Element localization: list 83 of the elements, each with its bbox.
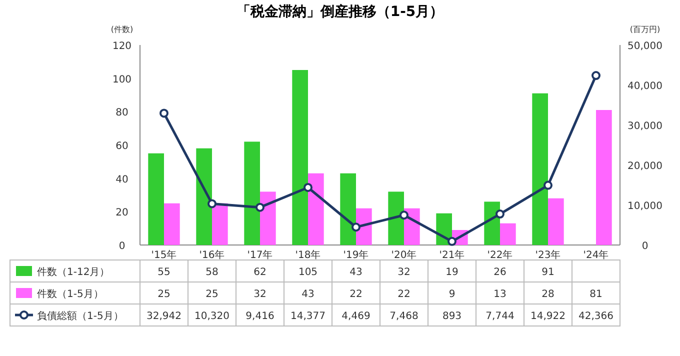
point bbox=[592, 71, 600, 80]
legend-label: 件数（1-12月） bbox=[37, 267, 110, 278]
legend-label: 負債総額（1-5月） bbox=[37, 310, 124, 322]
x-tick-label: '21年 bbox=[439, 249, 465, 261]
y-tick-label: 100 bbox=[112, 74, 132, 86]
data-label: 42,366 bbox=[578, 311, 614, 322]
data-label: 43 bbox=[350, 267, 362, 278]
data-label: 13 bbox=[494, 289, 506, 300]
bar bbox=[148, 153, 164, 245]
data-label: 10,320 bbox=[194, 311, 230, 322]
point bbox=[544, 180, 552, 190]
data-label: 91 bbox=[542, 267, 554, 278]
y2-tick-label: 20,000 bbox=[628, 161, 662, 172]
point bbox=[448, 236, 456, 246]
data-label: 25 bbox=[206, 289, 218, 300]
point bbox=[400, 210, 408, 220]
data-label: 58 bbox=[206, 267, 218, 278]
y2-tick-label: 30,000 bbox=[628, 121, 662, 132]
data-label: 62 bbox=[254, 267, 266, 278]
data-label: 893 bbox=[442, 311, 462, 322]
data-label: 32 bbox=[398, 267, 410, 278]
y2-tick-label: 50,000 bbox=[628, 41, 662, 52]
bar bbox=[212, 203, 228, 245]
y2-tick-label: 40,000 bbox=[628, 81, 662, 92]
x-tick-label: '24年 bbox=[583, 249, 609, 261]
chart-title: 「税金滞納」倒産推移（1-5月） bbox=[236, 3, 444, 20]
y2-axis-title: (百万円) bbox=[630, 25, 660, 34]
bar bbox=[388, 192, 404, 245]
data-label: 26 bbox=[494, 267, 506, 278]
y2-tick-label: 0 bbox=[642, 241, 648, 252]
bar bbox=[292, 70, 308, 245]
bar bbox=[596, 110, 612, 245]
y-tick-label: 120 bbox=[112, 41, 132, 52]
data-label: 4,469 bbox=[342, 311, 370, 322]
x-tick-label: '20年 bbox=[391, 249, 417, 261]
data-label: 14,377 bbox=[290, 311, 326, 322]
point bbox=[256, 202, 264, 212]
bar bbox=[244, 142, 260, 245]
bar bbox=[500, 223, 516, 245]
y-tick-label: 20 bbox=[116, 208, 128, 219]
data-label: 22 bbox=[350, 289, 362, 300]
data-label: 22 bbox=[398, 289, 410, 300]
point bbox=[304, 182, 312, 192]
data-label: 32 bbox=[254, 289, 266, 300]
data-label: 7,468 bbox=[390, 311, 418, 322]
y-tick-label: 80 bbox=[116, 108, 128, 119]
data-label: 25 bbox=[158, 289, 170, 300]
data-label: 14,922 bbox=[530, 311, 566, 322]
data-label: 105 bbox=[298, 267, 318, 278]
data-label: 19 bbox=[446, 267, 458, 278]
y-axis-title: (件数) bbox=[110, 25, 134, 34]
x-tick-label: '18年 bbox=[295, 249, 321, 261]
data-label: 9 bbox=[448, 289, 456, 300]
data-label: 7,744 bbox=[486, 311, 514, 322]
legend-label: 件数（1-5月） bbox=[37, 289, 104, 300]
y2-tick-label: 10,000 bbox=[628, 201, 662, 212]
bar bbox=[260, 192, 276, 245]
point bbox=[160, 108, 168, 118]
point bbox=[496, 210, 504, 219]
data-label: 55 bbox=[158, 267, 170, 278]
y-tick-label: 60 bbox=[116, 141, 128, 152]
x-tick-label: '19年 bbox=[343, 249, 369, 261]
bar bbox=[484, 202, 500, 245]
bar bbox=[196, 148, 212, 245]
bar bbox=[164, 203, 180, 245]
x-tick-label: '22年 bbox=[487, 249, 513, 261]
bar bbox=[532, 93, 548, 245]
bar bbox=[340, 173, 356, 245]
data-label: 32,942 bbox=[146, 311, 182, 322]
y-tick-label: 40 bbox=[116, 174, 128, 186]
x-tick-label: '15年 bbox=[151, 249, 177, 261]
x-tick-label: '23年 bbox=[535, 249, 561, 261]
x-tick-label: '16年 bbox=[199, 249, 225, 261]
data-label: 9,416 bbox=[246, 311, 274, 322]
bar bbox=[308, 173, 324, 245]
x-tick-label: '17年 bbox=[247, 249, 273, 261]
point bbox=[208, 199, 216, 208]
bar bbox=[548, 198, 564, 245]
data-label: 81 bbox=[590, 289, 602, 300]
data-label: 43 bbox=[302, 289, 314, 300]
y-tick-label: 0 bbox=[118, 241, 126, 252]
data-label: 28 bbox=[542, 289, 554, 300]
point bbox=[352, 222, 360, 232]
